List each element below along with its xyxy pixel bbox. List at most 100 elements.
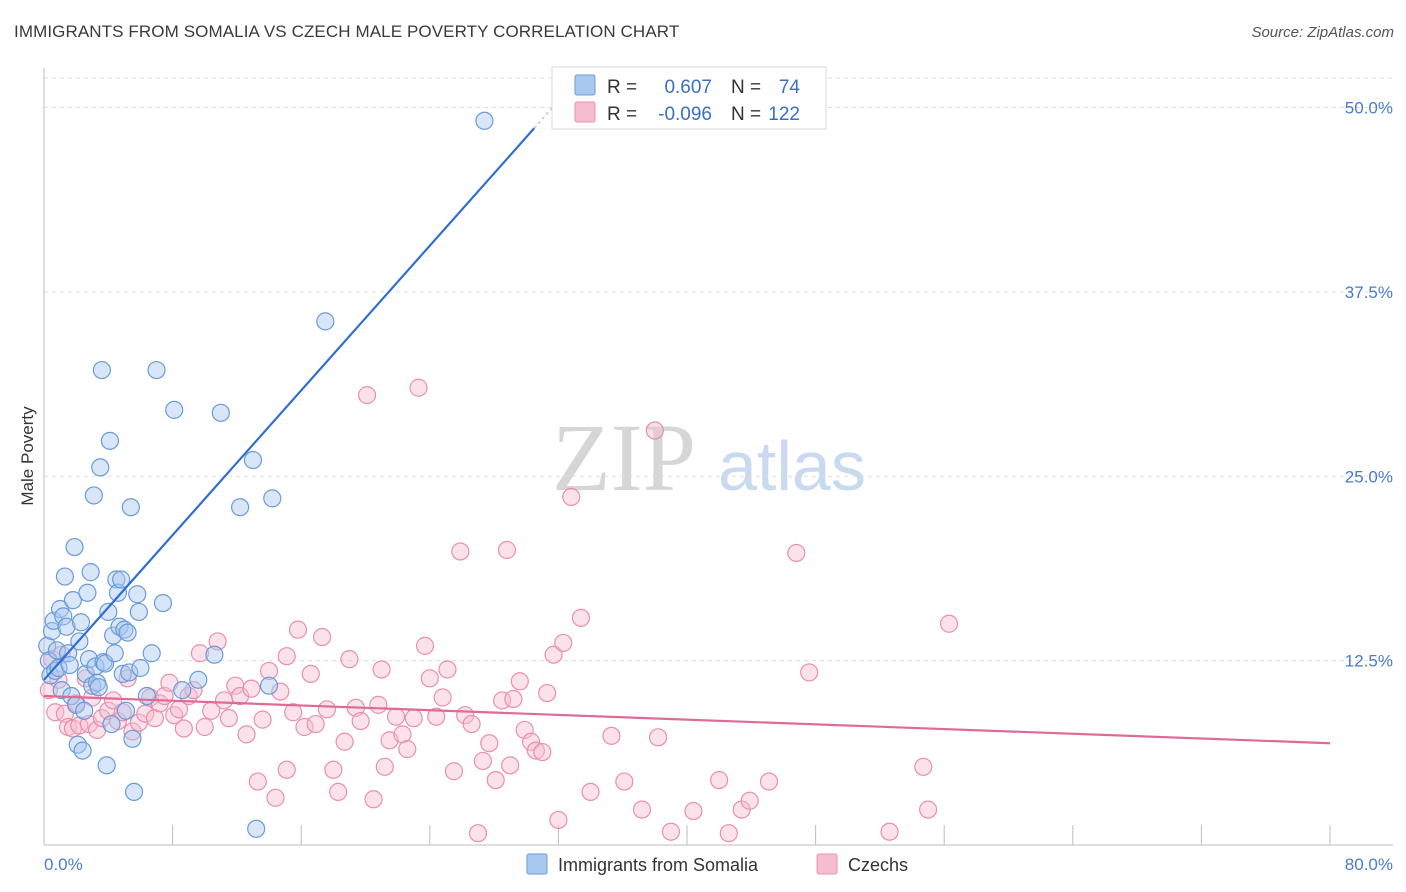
czech-point: [104, 691, 123, 710]
czech-point: [369, 695, 388, 714]
czech-point: [219, 709, 238, 728]
czech-point: [364, 790, 383, 809]
czech-point: [231, 686, 250, 706]
x-tick-label-min: 0.0%: [44, 855, 83, 874]
somalia-point: [263, 489, 282, 508]
czech-point: [533, 742, 552, 762]
somalia-point: [128, 585, 147, 604]
legend-box: R = 0.607 N = 74 R = -0.096 N = 122: [551, 66, 827, 130]
czech-point: [237, 725, 256, 744]
czech-point: [719, 824, 738, 843]
czech-point: [317, 700, 337, 719]
y-tick-label: 12.5%: [1345, 652, 1393, 671]
chart-source: Source: ZipAtlas.com: [1251, 24, 1394, 41]
czech-point: [462, 714, 481, 734]
czech-point: [504, 689, 523, 709]
czech-point: [581, 782, 600, 802]
somalia-point: [73, 741, 92, 760]
czech-point: [710, 770, 729, 790]
czech-point: [427, 707, 446, 726]
czech-point: [335, 732, 354, 751]
czech-point: [295, 717, 314, 737]
somalia-point: [211, 403, 230, 422]
legend-n-value-czech: 122: [768, 104, 800, 125]
czech-point: [312, 627, 332, 647]
czech-point: [284, 703, 303, 722]
somalia-point: [107, 570, 126, 589]
bottom-legend-label-czech: Czechs: [848, 855, 908, 875]
y-tick-label: 37.5%: [1345, 283, 1393, 302]
somalia-point: [147, 360, 166, 380]
czech-point: [939, 614, 959, 633]
czech-point: [919, 800, 938, 819]
somalia-point: [57, 617, 76, 636]
somalia-point: [231, 498, 250, 517]
somalia-point: [47, 641, 66, 660]
somalia-point: [475, 111, 494, 130]
czech-point: [277, 647, 296, 666]
czech-point: [248, 772, 267, 791]
czech-point: [759, 772, 779, 791]
bottom-legend-swatch-czech: [816, 853, 838, 875]
trendline-somalia: [43, 127, 536, 681]
somalia-point: [92, 360, 111, 380]
somalia-point: [102, 714, 121, 734]
czech-point: [409, 378, 428, 397]
czech-point: [526, 741, 545, 760]
czech-point: [787, 543, 806, 563]
czech-point: [571, 608, 591, 627]
czech-point: [602, 726, 621, 745]
somalia-point: [165, 400, 184, 419]
czech-point: [136, 704, 155, 723]
legend-r-value-czech: -0.096: [658, 104, 712, 125]
czech-point: [645, 421, 664, 440]
czech-point: [510, 672, 529, 691]
czech-point: [684, 801, 703, 821]
somalia-point: [189, 670, 208, 689]
czech-point: [277, 760, 296, 779]
legend-frame: [551, 66, 827, 130]
czech-point: [451, 542, 470, 561]
somalia-point: [99, 602, 118, 622]
legend-n-label-somalia: N =: [731, 77, 761, 98]
somalia-point: [38, 636, 57, 655]
somalia-point: [49, 658, 68, 678]
somalia-point: [124, 782, 144, 802]
czech-point: [800, 663, 819, 682]
czech-point: [562, 487, 581, 506]
czech-point: [195, 717, 214, 737]
somalia-point: [142, 644, 161, 663]
czech-point: [266, 788, 285, 807]
czech-point: [324, 760, 343, 779]
czech-point: [648, 728, 668, 747]
somalia-point: [259, 676, 279, 695]
czech-point: [615, 772, 634, 791]
czech-point: [393, 725, 412, 744]
czech-point: [271, 682, 290, 701]
somalia-point: [55, 567, 74, 586]
czech-point: [301, 664, 320, 684]
trendline-czech: [43, 694, 1331, 745]
somalia-point: [100, 431, 120, 450]
czech-point: [375, 757, 394, 776]
somalia-point: [105, 644, 124, 663]
czech-point: [386, 707, 406, 726]
czech-point: [549, 810, 568, 830]
czech-point: [438, 660, 457, 679]
gridlines: [44, 77, 1393, 662]
somalia-point: [153, 593, 173, 613]
czech-point: [661, 822, 681, 841]
czech-point: [190, 644, 210, 663]
somalia-point: [68, 735, 87, 754]
czech-point: [473, 751, 492, 771]
chart-title: IMMIGRANTS FROM SOMALIA VS CZECH MALE PO…: [14, 22, 680, 41]
y-tick-labels: 12.5% 25.0% 37.5% 50.0%: [1345, 99, 1393, 671]
legend-n-value-somalia: 74: [779, 77, 801, 98]
somalia-point: [112, 570, 131, 589]
legend-r-label-czech: R =: [607, 104, 637, 125]
somalia-point: [205, 645, 224, 664]
watermark-atlas: atlas: [718, 427, 866, 505]
axes: [43, 68, 1393, 846]
legend-n-label-czech: N =: [731, 104, 761, 125]
czech-point: [404, 709, 423, 728]
